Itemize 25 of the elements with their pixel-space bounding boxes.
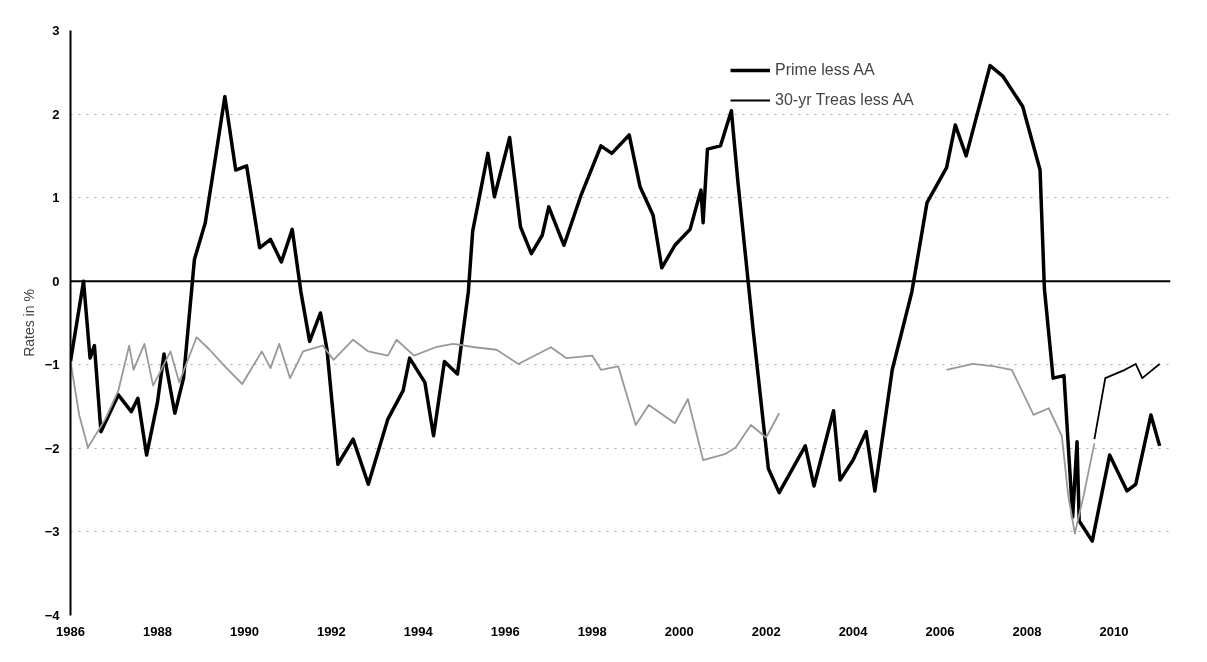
x-tick-label: 1990 [229,623,259,639]
x-tick-label: 2002 [751,623,781,639]
y-tick-label: −1 [44,357,60,373]
y-tick-label: 2 [52,106,60,122]
x-tick-label: 1996 [490,623,520,639]
legend-label: Prime less AA [775,61,875,79]
x-tick-label: 2004 [838,623,869,639]
y-axis-title: Rates in % [20,289,37,357]
x-tick-label: 2000 [664,623,694,639]
x-tick-label: 1994 [403,623,434,639]
x-tick-label: 2006 [925,623,955,639]
y-tick-label: −3 [44,524,60,540]
x-tick-label: 2010 [1099,623,1129,639]
x-tick-label: 2008 [1012,623,1042,639]
x-tick-label: 1992 [316,623,346,639]
legend-label: 30-yr Treas less AA [775,91,914,109]
y-tick-label: 0 [52,273,60,289]
x-tick-label: 1998 [577,623,607,639]
y-tick-label: 3 [52,23,60,38]
y-tick-label: 1 [52,190,60,206]
line-series [1093,363,1161,441]
x-tick-label: 1988 [143,623,172,639]
x-tick-label: 1986 [56,623,85,639]
y-tick-label: −4 [44,608,61,623]
y-tick-label: −2 [44,440,60,456]
